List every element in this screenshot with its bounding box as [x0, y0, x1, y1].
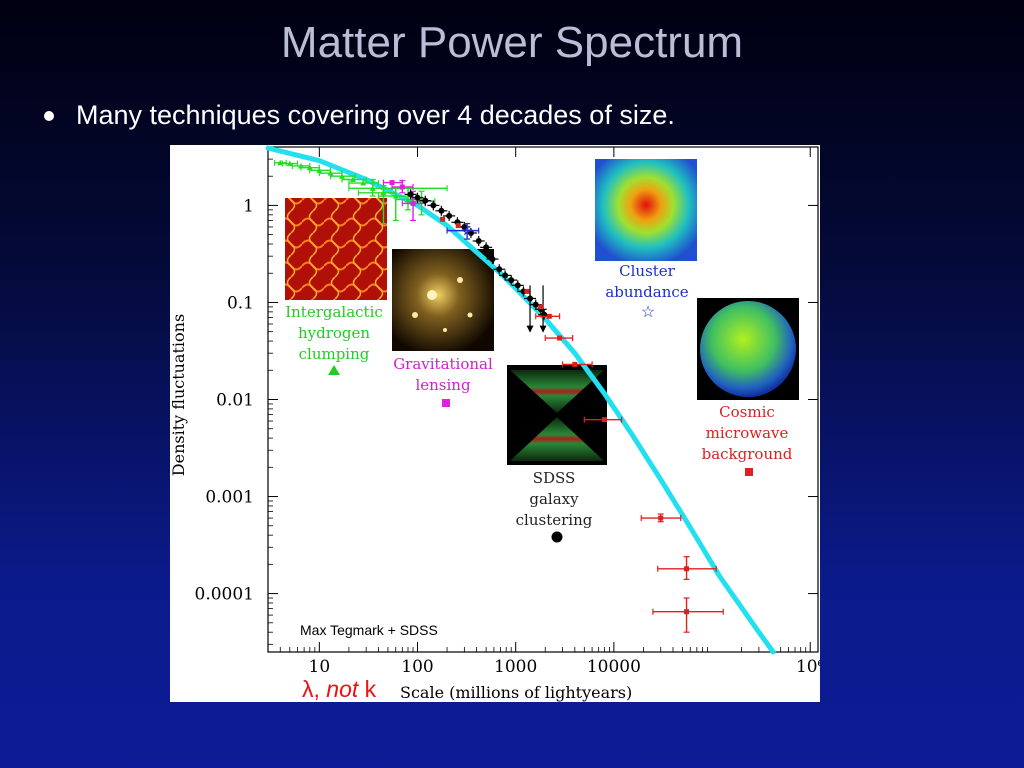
- label-hydrogen-2: hydrogen: [298, 324, 370, 342]
- sdss-galaxy-clustering-point: [483, 244, 490, 251]
- label-hydrogen-1: Intergalactic: [285, 303, 383, 321]
- sdss-galaxy-clustering-point: [446, 212, 453, 219]
- sdss-galaxy-clustering-point: [532, 301, 539, 308]
- intergalactic-hydrogen-clumping-point: [316, 167, 323, 173]
- x-tick-label: 10000: [587, 657, 641, 677]
- sdss-galaxy-clustering-upper-limit-arrow: [526, 325, 534, 333]
- legend-marker-hydrogen: [328, 365, 340, 375]
- intergalactic-hydrogen-clumping-point: [392, 193, 399, 199]
- x-axis-title: Scale (millions of lightyears): [400, 683, 632, 702]
- k-text: k: [358, 676, 376, 702]
- data-points: ☆: [273, 159, 724, 633]
- cosmic-microwave-background-point: [546, 313, 552, 319]
- intergalactic-hydrogen-clumping-point: [327, 170, 334, 176]
- sdss-galaxy-clustering-point: [407, 191, 414, 198]
- label-cluster-2: abundance: [605, 283, 688, 301]
- cosmic-microwave-background-point: [572, 361, 578, 367]
- sdss-galaxy-clustering-point: [430, 202, 437, 209]
- x-tick-label: 1000: [494, 657, 537, 677]
- bullet-item: Many techniques covering over 4 decades …: [44, 100, 675, 131]
- power-spectrum-chart: Intergalactic hydrogen clumping Gravitat…: [170, 145, 820, 702]
- sdss-galaxy-clustering-point: [467, 229, 474, 236]
- legend-marker-cluster: ☆: [641, 304, 655, 321]
- sdss-galaxy-clustering-point: [489, 256, 496, 263]
- cosmic-microwave-background-point: [455, 223, 461, 229]
- y-tick-label: 1: [243, 196, 254, 216]
- cosmic-microwave-background-point: [601, 417, 607, 423]
- lambda-text: λ,: [302, 676, 326, 702]
- y-tick-label: 0.01: [216, 391, 254, 411]
- label-sdss-3: clustering: [516, 511, 593, 529]
- label-cmb-3: background: [702, 445, 793, 463]
- y-tick-label: 0.1: [227, 293, 254, 313]
- gravitational-lensing-point: [399, 184, 405, 190]
- label-cmb-1: Cosmic: [719, 403, 775, 421]
- cosmic-microwave-background-point: [684, 609, 690, 615]
- cosmic-microwave-background-point: [658, 515, 664, 521]
- cmb-sphere-image: [697, 298, 799, 400]
- label-lensing-1: Gravitational: [393, 355, 493, 373]
- label-cmb-2: microwave: [706, 424, 789, 442]
- y-tick-label: 0.0001: [195, 585, 254, 605]
- gravitational-lensing-point: [389, 180, 395, 186]
- y-axis-title: Density fluctuations: [170, 314, 188, 476]
- intergalactic-hydrogen-clumping-point: [380, 189, 387, 196]
- sdss-galaxy-clustering-point: [475, 237, 482, 244]
- intergalactic-hydrogen-clumping-point: [369, 185, 376, 191]
- cosmic-microwave-background-point: [538, 304, 544, 310]
- cosmic-microwave-background-point: [524, 288, 530, 294]
- legend-marker-sdss: [551, 531, 563, 543]
- sdss-galaxy-clustering-point: [414, 194, 421, 201]
- gravitational-lensing-point: [410, 200, 416, 206]
- sdss-galaxy-clustering-point: [461, 223, 468, 230]
- power-spectrum-figure: Intergalactic hydrogen clumping Gravitat…: [170, 145, 820, 702]
- cosmic-microwave-background-point: [557, 335, 563, 341]
- label-sdss-2: galaxy: [529, 490, 579, 508]
- sdss-galaxy-clustering-upper-limit-arrow: [539, 325, 547, 333]
- x-tick-label: 100: [401, 657, 433, 677]
- label-cluster-1: Cluster: [619, 262, 676, 280]
- sdss-galaxy-clustering-point: [496, 266, 503, 273]
- sdss-galaxy-clustering-point: [502, 272, 509, 279]
- sdss-galaxy-clustering-point: [422, 197, 429, 204]
- cluster-abundance-point: ☆: [461, 223, 474, 239]
- gravitational-lensing-image: [392, 249, 494, 351]
- intergalactic-hydrogen-clumping-point: [360, 180, 367, 186]
- not-text: not: [326, 676, 360, 702]
- lambda-not-k-annotation: λ, not k: [302, 676, 377, 702]
- slide-title: Matter Power Spectrum: [280, 18, 744, 67]
- intergalactic-hydrogen-clumping-point: [286, 160, 293, 167]
- sdss-clustering-image: [507, 365, 607, 465]
- x-tick-label: 10: [309, 657, 331, 677]
- bullet-dot-icon: [44, 110, 54, 121]
- label-lensing-2: lensing: [415, 376, 470, 394]
- legend-marker-cmb: [745, 468, 753, 476]
- sdss-galaxy-clustering-point: [508, 277, 515, 284]
- legend-marker-lensing: [442, 399, 450, 407]
- sdss-galaxy-clustering-point: [514, 282, 521, 289]
- axis-ticks: 10 100 1000 10000 10⁶ 1 0.1 0.01 0.001 0.0001: [195, 146, 820, 677]
- cluster-abundance-image: [595, 159, 697, 261]
- credit-text: Max Tegmark + SDSS: [300, 622, 438, 638]
- x-tick-label: 10⁶: [796, 657, 820, 677]
- y-tick-label: 0.001: [205, 488, 254, 508]
- hydrogen-simulation-image: [285, 198, 387, 300]
- bullet-text: Many techniques covering over 4 decades …: [76, 100, 675, 130]
- label-sdss-1: SDSS: [533, 469, 576, 487]
- intergalactic-hydrogen-clumping-point: [338, 173, 345, 179]
- intergalactic-hydrogen-clumping-point: [349, 176, 356, 182]
- cosmic-microwave-background-point: [684, 566, 690, 572]
- label-hydrogen-3: clumping: [299, 345, 370, 363]
- sdss-galaxy-clustering-point: [438, 207, 445, 214]
- cosmic-microwave-background-point: [440, 216, 446, 222]
